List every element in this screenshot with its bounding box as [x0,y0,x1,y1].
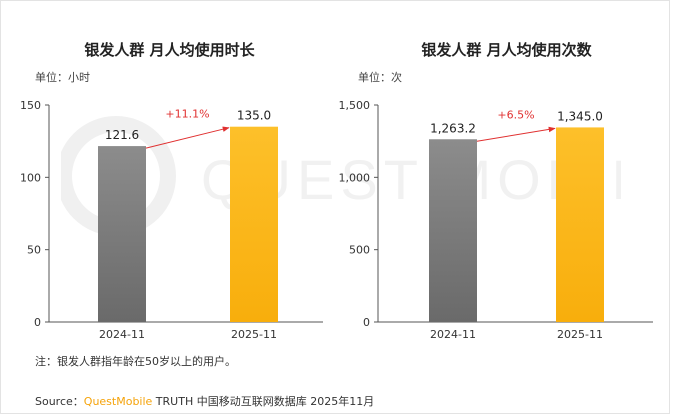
bar-2024-11 [429,139,477,322]
source-prefix: Source： [35,395,84,408]
unit-label: 单位：小时 [35,71,90,84]
bar-2025-11 [230,126,278,322]
bar-2025-11 [556,127,604,322]
duration-plot: 0 50 100 150 121.6 2024-11 135.0 2025-11 +11.1% [20,99,323,341]
x-tick-label: 2024-11 [430,328,476,341]
chart-title: 银发人群 月人均使用次数 [421,41,592,59]
y-tick-label: 1,500 [339,99,371,112]
footnote: 注：银发人群指年龄在50岁以上的用户。 [35,355,236,368]
chart-panel-frequency: 银发人群 月人均使用次数 单位：次 0 500 1,000 1,500 1,263.2 2… [338,1,674,341]
data-label: 135.0 [237,109,271,123]
growth-label: +11.1% [165,108,209,121]
chart-title: 银发人群 月人均使用时长 [84,41,255,59]
growth-arrow [145,126,230,149]
source-brand: QuestMobile [83,395,153,408]
growth-label: +6.5% [497,108,534,121]
y-tick-label: 50 [27,244,41,257]
data-label: 1,263.2 [430,121,476,135]
growth-arrow [476,126,556,142]
x-tick-label: 2024-11 [99,328,145,341]
chart-panel-duration: 银发人群 月人均使用时长 单位：小时 0 50 100 150 121.6 2024-11… [1,1,338,341]
x-tick-label: 2025-11 [557,328,603,341]
source-line: Source：QuestMobile TRUTH 中国移动互联网数据库 2025… [35,393,374,409]
data-label: 121.6 [105,128,139,142]
y-tick-label: 500 [349,244,370,257]
y-tick-label: 150 [20,99,41,112]
y-tick-label: 100 [20,171,41,184]
source-suffix: TRUTH 中国移动互联网数据库 2025年11月 [152,395,375,408]
bar-2024-11 [98,146,146,322]
x-tick-label: 2025-11 [231,328,277,341]
y-tick-label: 1,000 [339,171,371,184]
unit-label: 单位：次 [358,71,402,84]
data-label: 1,345.0 [557,109,603,123]
frequency-plot: 0 500 1,000 1,500 1,263.2 2024-11 1,345.0 2025-… [339,99,653,341]
y-tick-label: 0 [363,316,370,329]
y-tick-label: 0 [34,316,41,329]
